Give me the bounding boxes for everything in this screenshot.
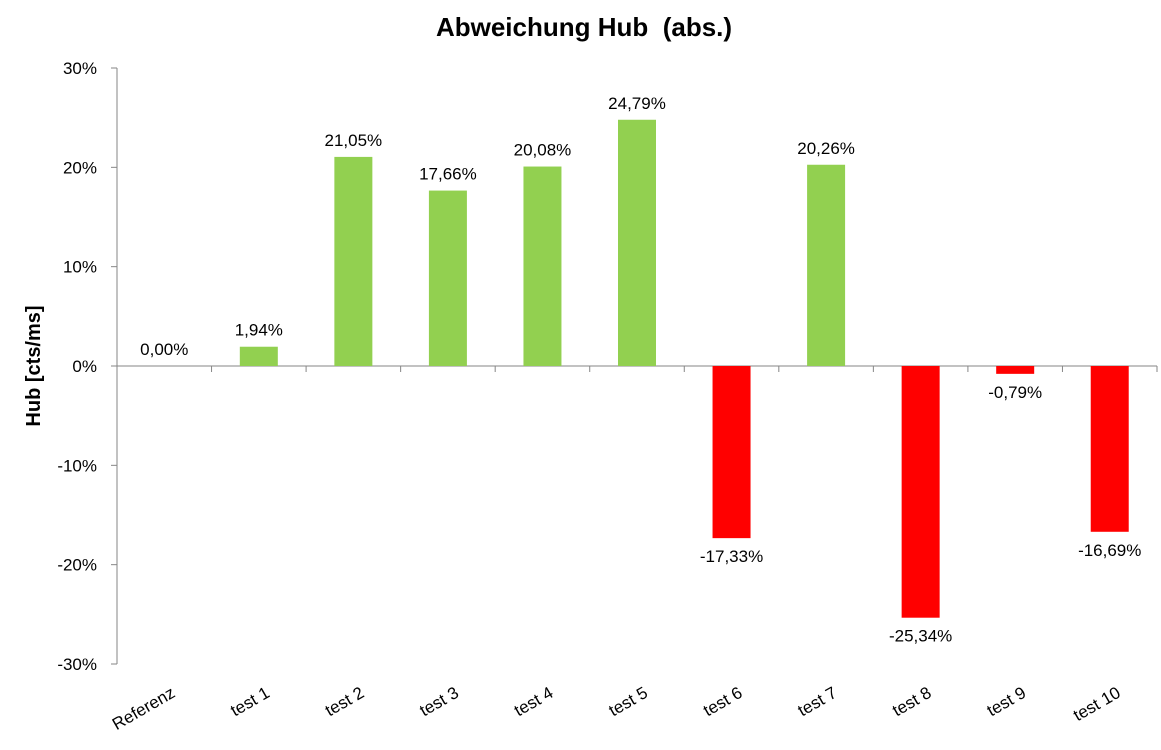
data-label: 20,08% bbox=[514, 141, 572, 160]
x-tick-label: test 10 bbox=[1070, 683, 1124, 725]
data-label: 21,05% bbox=[325, 131, 383, 150]
y-tick-label: -30% bbox=[57, 655, 97, 674]
x-tick-label: test 1 bbox=[227, 683, 273, 720]
y-tick-label: 20% bbox=[63, 158, 97, 177]
y-tick-label: 10% bbox=[63, 258, 97, 277]
x-tick-label: test 8 bbox=[889, 683, 935, 720]
x-tick-label: Referenz bbox=[109, 683, 178, 734]
data-label: 24,79% bbox=[608, 94, 666, 113]
bar bbox=[1090, 366, 1129, 532]
y-tick-label: 30% bbox=[63, 59, 97, 78]
bar bbox=[996, 366, 1035, 374]
y-axis-label: Hub [cts/ms] bbox=[23, 305, 45, 426]
bar bbox=[239, 346, 278, 366]
y-tick-label: 0% bbox=[72, 357, 97, 376]
y-tick-label: -10% bbox=[57, 456, 97, 475]
bar bbox=[712, 366, 751, 539]
data-label: 0,00% bbox=[140, 340, 188, 359]
bar bbox=[807, 164, 846, 366]
x-tick-label: test 5 bbox=[605, 683, 651, 720]
y-tick-label: -20% bbox=[57, 556, 97, 575]
data-label: -0,79% bbox=[988, 383, 1042, 402]
data-label: -25,34% bbox=[889, 627, 952, 646]
bar bbox=[428, 190, 467, 366]
plot-area: 30% 20% 10% 0% -10% -20% -30% 0,00% 1,94% 21,05% 1… bbox=[57, 59, 1158, 734]
bar bbox=[523, 166, 562, 366]
data-label: 17,66% bbox=[419, 165, 477, 184]
bar bbox=[901, 366, 940, 618]
data-label: 1,94% bbox=[235, 321, 283, 340]
chart-title: Abweichung Hub (abs.) bbox=[436, 12, 732, 42]
bar bbox=[618, 119, 656, 366]
x-tick-label: test 9 bbox=[984, 683, 1030, 720]
x-tick-label: test 4 bbox=[511, 683, 557, 720]
data-label: 20,26% bbox=[797, 139, 855, 158]
bar bbox=[334, 156, 373, 366]
data-label: -16,69% bbox=[1078, 541, 1141, 560]
data-label: -17,33% bbox=[700, 547, 763, 566]
x-tick-label: test 6 bbox=[700, 683, 746, 720]
x-tick-label: test 3 bbox=[416, 683, 462, 720]
x-tick-label: test 7 bbox=[795, 683, 841, 720]
x-tick-label: test 2 bbox=[322, 683, 368, 720]
